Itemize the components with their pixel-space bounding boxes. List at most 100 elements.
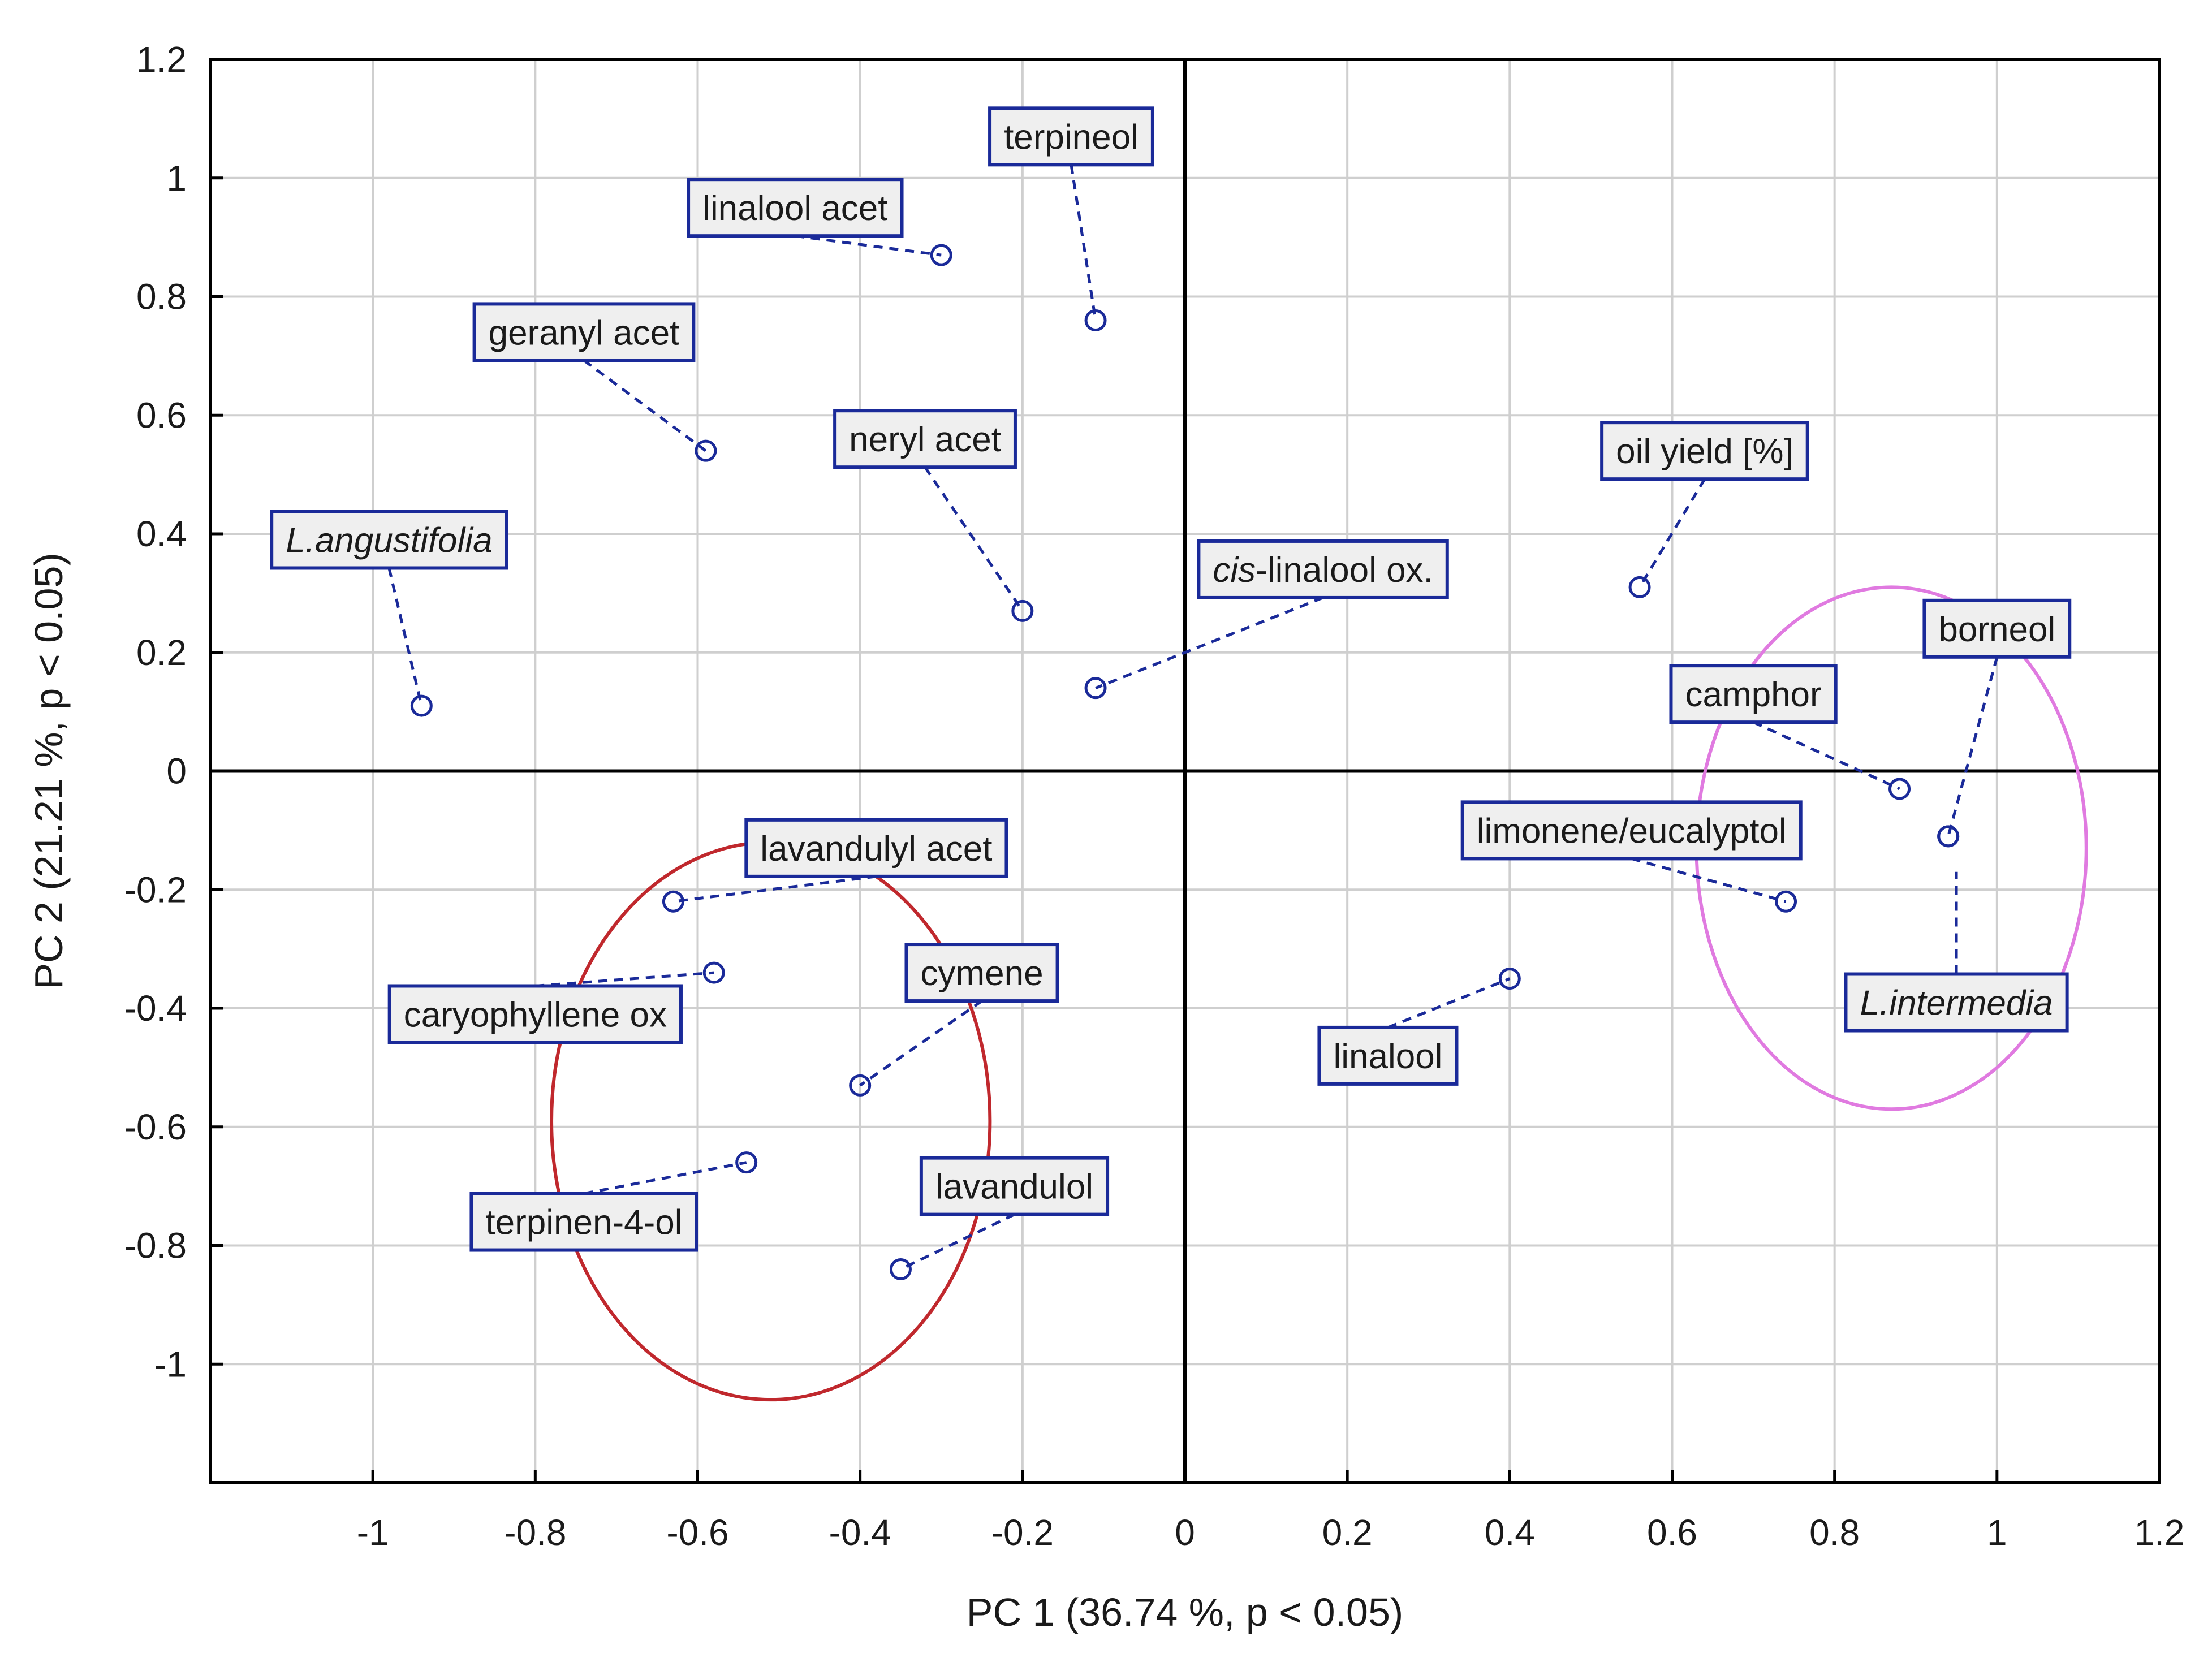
y-tick-label: 0.8 — [136, 277, 187, 317]
point-label-cis-linalool-ox: cis-linalool ox. — [1197, 539, 1449, 599]
point-label-neryl-acet: neryl acet — [833, 409, 1017, 469]
point-label-lavandulyl-acet: lavandulyl acet — [744, 818, 1008, 878]
leader-terpinen-4-ol — [584, 1161, 747, 1195]
label-box — [472, 302, 696, 362]
x-tick-label: -0.8 — [504, 1512, 566, 1553]
leader-linalool — [1387, 977, 1511, 1029]
label-box — [1317, 1025, 1459, 1086]
label-box — [744, 818, 1008, 878]
marker-cis-linalool-ox — [1084, 677, 1107, 700]
label-box — [687, 178, 904, 238]
point-label-terpineol: terpineol — [988, 106, 1154, 167]
y-tick-label: 0 — [166, 751, 187, 792]
label-text: borneol — [1938, 610, 2055, 649]
y-tick-label: -0.8 — [124, 1225, 187, 1266]
y-tick-label: -0.4 — [124, 988, 187, 1029]
marker-limonene-eucalyptol — [1775, 890, 1797, 913]
label-box — [387, 984, 683, 1044]
x-tick-label: 0.2 — [1322, 1512, 1373, 1553]
label-box — [1844, 972, 2069, 1033]
label-text: terpinen-4-ol — [485, 1203, 682, 1242]
label-text: lavandulol — [935, 1168, 1093, 1207]
label-text: limonene/eucalyptol — [1477, 811, 1787, 851]
x-tick-label: 0.6 — [1647, 1512, 1697, 1553]
point-label-limonene-eucalyptol: limonene/eucalyptol — [1460, 800, 1803, 861]
x-tick-label: 1 — [1987, 1512, 2007, 1553]
leader-geranyl-acet — [583, 359, 707, 452]
marker-terpinen-4-ol — [735, 1151, 758, 1174]
marker-linalool-acet — [930, 244, 952, 266]
leader-neryl-acet — [924, 466, 1024, 612]
leader-linalool-acet — [795, 234, 942, 257]
label-box — [1600, 421, 1809, 481]
point-label-linalool-acet: linalool acet — [687, 178, 904, 238]
label-box — [919, 1156, 1110, 1216]
y-tick-label: -0.2 — [124, 869, 187, 910]
y-tick-label: -1 — [154, 1344, 187, 1384]
y-tick-label: 0.4 — [136, 513, 187, 554]
x-tick-label: -0.6 — [666, 1512, 728, 1553]
point-label-linalool: linalool — [1317, 1025, 1459, 1086]
marker-l-angustifolia — [410, 694, 433, 717]
marker-lavandulol — [889, 1258, 912, 1280]
marker-geranyl-acet — [695, 439, 717, 462]
y-tick-label: 1.2 — [136, 39, 187, 80]
label-box — [469, 1192, 698, 1252]
y-tick-label: 0.6 — [136, 395, 187, 435]
label-text: geranyl acet — [489, 313, 680, 352]
label-box — [833, 409, 1017, 469]
label-box — [1922, 598, 2072, 659]
point-label-camphor: camphor — [1669, 664, 1838, 724]
y-tick-labels: 1.2 1 0.8 0.6 0.4 0.2 0 -0.2 -0.4 -0.6 -0.8 -1 — [124, 39, 187, 1384]
leader-cymene — [859, 1000, 983, 1087]
marker-l-intermedia — [1937, 825, 1960, 848]
y-axis-label: PC 2 (21.21 %, p < 0.05) — [27, 552, 71, 989]
point-label-oil-yield: oil yield [%] — [1600, 421, 1809, 481]
label-text: lavandulyl acet — [760, 830, 992, 869]
x-tick-label: 1.2 — [2135, 1512, 2185, 1553]
zero-axes — [210, 59, 2159, 1483]
label-box — [1460, 800, 1803, 861]
marker-oil-yield — [1628, 576, 1651, 598]
plot-frame — [209, 58, 2161, 1484]
x-tick-label: 0 — [1175, 1512, 1195, 1553]
leader-limonene-eucalyptol — [1631, 857, 1787, 903]
label-text: camphor — [1685, 675, 1821, 714]
group-ellipse-angustifolia-group — [550, 840, 992, 1402]
y-tick-label: 1 — [166, 158, 187, 198]
marker-linalool — [1498, 968, 1521, 990]
label-leaders — [387, 164, 1999, 1271]
point-labels: terpineol linalool acet geranyl acet neryl … — [270, 106, 2072, 1252]
label-text: terpineol — [1004, 118, 1139, 157]
leader-oil-yield — [1638, 478, 1706, 588]
marker-terpineol — [1084, 309, 1107, 331]
point-label-caryophyllene-ox: caryophyllene ox — [387, 984, 683, 1044]
marker-lavandulyl-acet — [662, 890, 684, 913]
x-tick-label: 0.4 — [1485, 1512, 1535, 1553]
label-text: linalool acet — [702, 189, 887, 228]
label-box — [1669, 664, 1838, 724]
label-box — [1197, 539, 1449, 599]
data-markers — [410, 244, 1960, 1280]
point-label-l-angustifolia: L.angustifolia — [270, 510, 508, 570]
leader-terpineol — [1070, 164, 1097, 321]
marker-caryophyllene-ox — [702, 961, 725, 984]
label-text-cis-linalool-ox: cis-linalool ox. — [1213, 551, 1433, 590]
label-box — [904, 943, 1059, 1003]
x-tick-label: -1 — [357, 1512, 389, 1553]
label-text: L.intermedia — [1860, 984, 2053, 1023]
label-text: L.angustifolia — [286, 521, 492, 560]
leader-borneol — [1947, 657, 1999, 837]
x-tick-label: -0.4 — [829, 1512, 891, 1553]
label-text: neryl acet — [849, 420, 1001, 459]
point-label-terpinen-4-ol: terpinen-4-ol — [469, 1192, 698, 1252]
label-box — [988, 106, 1154, 167]
point-label-geranyl-acet: geranyl acet — [472, 302, 696, 362]
point-label-borneol: borneol — [1922, 598, 2072, 659]
leader-l-angustifolia — [387, 567, 423, 706]
point-label-l-intermedia: L.intermedia — [1844, 972, 2069, 1033]
y-tick-label: -0.6 — [124, 1107, 187, 1147]
x-tick-labels: -1 -0.8 -0.6 -0.4 -0.2 0 0.2 0.4 0.6 0.8 1 1.2 — [357, 1512, 2185, 1553]
label-text: cymene — [920, 954, 1043, 993]
